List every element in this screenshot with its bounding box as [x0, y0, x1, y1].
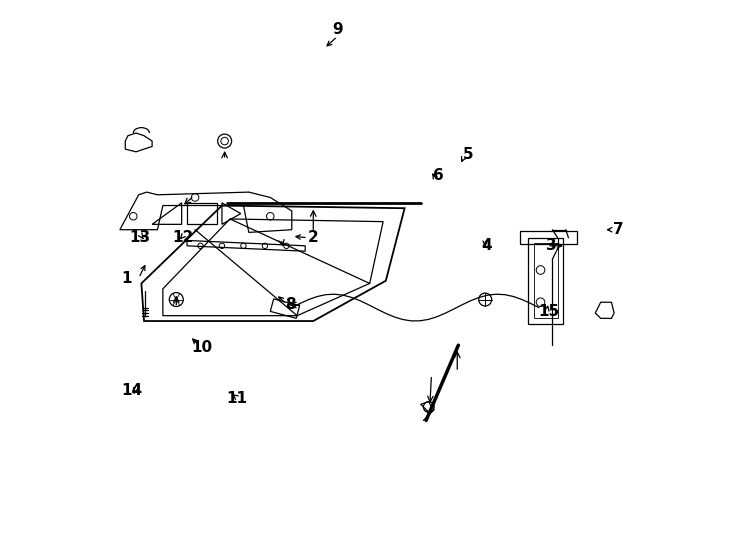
Text: 3: 3 — [546, 238, 556, 253]
Text: 10: 10 — [192, 340, 213, 355]
Text: 4: 4 — [482, 238, 492, 253]
Text: 7: 7 — [613, 222, 624, 237]
Text: 6: 6 — [433, 168, 444, 184]
Text: 15: 15 — [538, 305, 559, 319]
Bar — [528, 238, 563, 323]
Text: 5: 5 — [462, 147, 473, 162]
Text: 2: 2 — [308, 230, 319, 245]
Bar — [534, 243, 558, 319]
Text: 11: 11 — [227, 392, 247, 407]
Text: 8: 8 — [286, 298, 296, 313]
Text: 14: 14 — [121, 383, 142, 399]
Text: 9: 9 — [333, 22, 343, 37]
Text: 1: 1 — [121, 271, 131, 286]
Bar — [520, 231, 576, 244]
Bar — [270, 299, 299, 318]
Text: 13: 13 — [130, 230, 151, 245]
Text: 12: 12 — [172, 230, 194, 245]
